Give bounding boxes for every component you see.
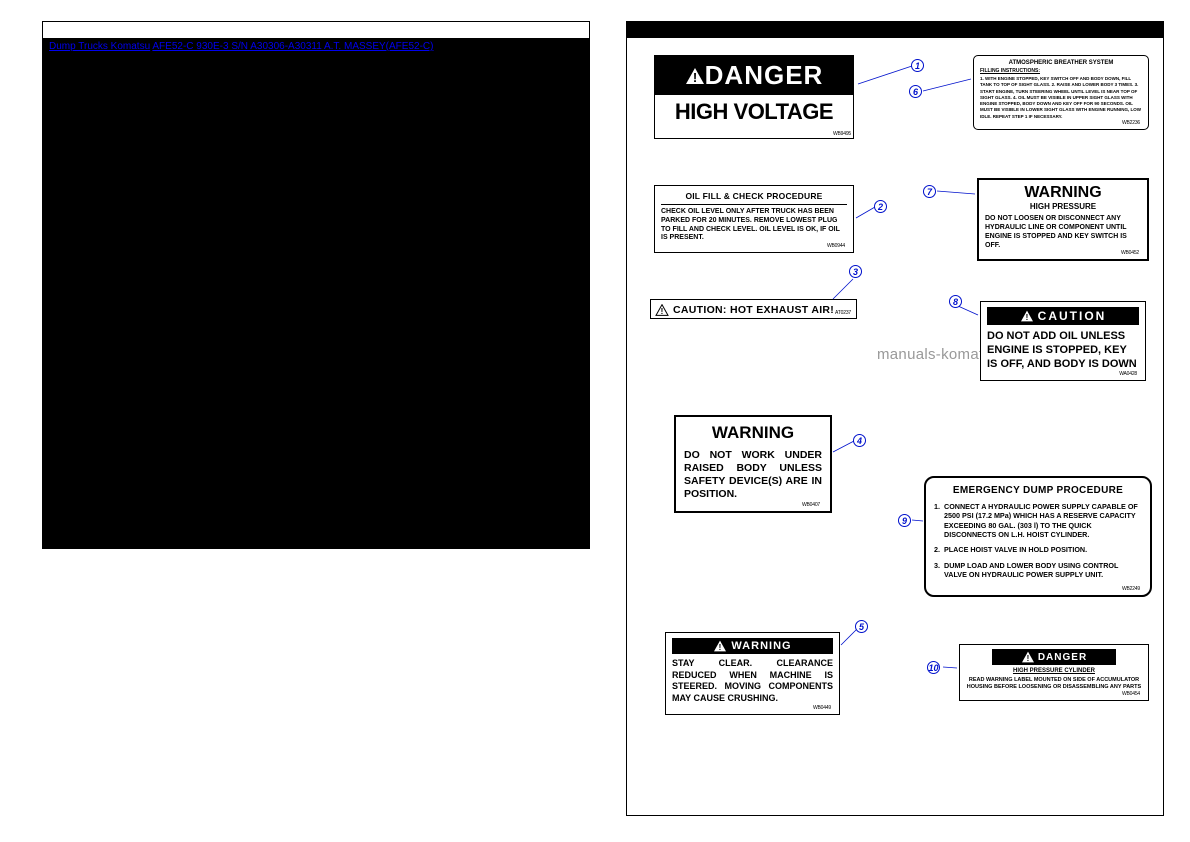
danger-cyl-header: DANGER xyxy=(1038,652,1087,663)
svg-text:!: ! xyxy=(719,643,722,652)
label-warning-raised-body: WARNING DO NOT WORK UNDER RAISED BODY UN… xyxy=(674,415,832,513)
callout-9: 9 xyxy=(898,514,911,527)
callout-6: 6 xyxy=(909,85,922,98)
label-code: WA0428 xyxy=(987,371,1139,378)
high-voltage-text: HIGH VOLTAGE xyxy=(655,95,853,131)
label-warning-clearance: ! WARNING STAY CLEAR. CLEARANCE REDUCED … xyxy=(665,632,840,715)
warning-triangle-icon: ! xyxy=(685,67,705,85)
emerg-item: 2.PLACE HOIST VALVE IN HOLD POSITION. xyxy=(934,545,1142,554)
label-code: WB0944 xyxy=(661,243,847,250)
label-caution-hot-exhaust: ! CAUTION: HOT EXHAUST AIR! AT0237 xyxy=(650,299,857,319)
breather-title: ATMOSPHERIC BREATHER SYSTEM xyxy=(980,60,1142,66)
caution-hot-text: CAUTION: HOT EXHAUST AIR! xyxy=(673,304,834,316)
svg-text:!: ! xyxy=(1025,313,1028,322)
right-page: manuals-komatsu.com ! DANGER HIGH VOLTAG… xyxy=(626,21,1164,816)
label-code: WB0452 xyxy=(985,250,1141,257)
svg-text:!: ! xyxy=(1026,654,1029,663)
emerg-title: EMERGENCY DUMP PROCEDURE xyxy=(934,485,1142,496)
warn-body-title: WARNING xyxy=(684,423,822,443)
label-code: WB2249 xyxy=(934,586,1142,593)
callout-2: 2 xyxy=(874,200,887,213)
left-page-header xyxy=(43,22,589,38)
warn-hp-body: DO NOT LOOSEN OR DISCONNECT ANY HYDRAULI… xyxy=(985,214,1141,250)
breadcrumb-link-1[interactable]: Dump Trucks Komatsu xyxy=(49,41,150,52)
right-page-header xyxy=(627,22,1163,38)
label-danger-cylinder: ! DANGER HIGH PRESSURE CYLINDER READ WAR… xyxy=(959,644,1149,701)
left-page: Dump Trucks Komatsu AFE52-C 930E-3 S/N A… xyxy=(42,21,590,549)
callout-4: 4 xyxy=(853,434,866,447)
label-code: WB2236 xyxy=(980,120,1142,127)
svg-text:!: ! xyxy=(692,70,696,85)
callout-10: 10 xyxy=(927,661,940,674)
emerg-item: 3.DUMP LOAD AND LOWER BODY USING CONTROL… xyxy=(934,561,1142,580)
warning-triangle-icon: ! xyxy=(655,304,669,316)
label-code: WB0454 xyxy=(966,691,1142,698)
danger-header: DANGER xyxy=(705,60,824,91)
label-oil-fill: OIL FILL & CHECK PROCEDURE CHECK OIL LEV… xyxy=(654,185,854,253)
label-breather-system: ATMOSPHERIC BREATHER SYSTEM FILLING INST… xyxy=(973,55,1149,130)
label-code: AT0237 xyxy=(835,310,853,317)
label-warning-high-pressure: WARNING HIGH PRESSURE DO NOT LOOSEN OR D… xyxy=(977,178,1149,261)
caution-oil-header: CAUTION xyxy=(1038,309,1107,323)
oilfill-title: OIL FILL & CHECK PROCEDURE xyxy=(661,191,847,205)
label-caution-add-oil: ! CAUTION DO NOT ADD OIL UNLESS ENGINE I… xyxy=(980,301,1146,381)
svg-text:!: ! xyxy=(661,307,664,316)
label-danger-high-voltage: ! DANGER HIGH VOLTAGE WB9495 xyxy=(654,55,854,139)
warning-triangle-icon: ! xyxy=(1020,310,1034,322)
callout-1: 1 xyxy=(911,59,924,72)
callout-8: 8 xyxy=(949,295,962,308)
breather-body: 1. WITH ENGINE STOPPED, KEY SWITCH OFF A… xyxy=(980,76,1142,120)
danger-cyl-subtitle: HIGH PRESSURE CYLINDER xyxy=(966,668,1142,674)
emerg-list: 1.CONNECT A HYDRAULIC POWER SUPPLY CAPAB… xyxy=(934,502,1142,580)
callout-7: 7 xyxy=(923,185,936,198)
label-code: WB0449 xyxy=(672,705,833,712)
warn-clear-header: WARNING xyxy=(731,640,791,652)
caution-oil-body: DO NOT ADD OIL UNLESS ENGINE IS STOPPED,… xyxy=(987,330,1139,371)
warn-clear-body: STAY CLEAR. CLEARANCE REDUCED WHEN MACHI… xyxy=(672,658,833,705)
label-code: WB0407 xyxy=(684,502,822,509)
oilfill-body: CHECK OIL LEVEL ONLY AFTER TRUCK HAS BEE… xyxy=(661,208,847,243)
breadcrumb: Dump Trucks Komatsu AFE52-C 930E-3 S/N A… xyxy=(43,38,589,55)
label-emergency-dump: EMERGENCY DUMP PROCEDURE 1.CONNECT A HYD… xyxy=(924,476,1152,597)
warning-triangle-icon: ! xyxy=(713,640,727,652)
breather-subtitle: FILLING INSTRUCTIONS: xyxy=(980,68,1142,74)
danger-cyl-body: READ WARNING LABEL MOUNTED ON SIDE OF AC… xyxy=(966,677,1142,691)
label-code: WB9495 xyxy=(655,131,853,138)
breadcrumb-link-2[interactable]: AFE52-C 930E-3 S/N A30306-A30311 A.T. MA… xyxy=(152,41,433,52)
emerg-item: 1.CONNECT A HYDRAULIC POWER SUPPLY CAPAB… xyxy=(934,502,1142,539)
warn-hp-subtitle: HIGH PRESSURE xyxy=(985,202,1141,211)
warning-triangle-icon: ! xyxy=(1021,651,1035,663)
callout-3: 3 xyxy=(849,265,862,278)
callout-5: 5 xyxy=(855,620,868,633)
warn-body-text: DO NOT WORK UNDER RAISED BODY UNLESS SAF… xyxy=(684,449,822,502)
warn-hp-title: WARNING xyxy=(985,184,1141,202)
